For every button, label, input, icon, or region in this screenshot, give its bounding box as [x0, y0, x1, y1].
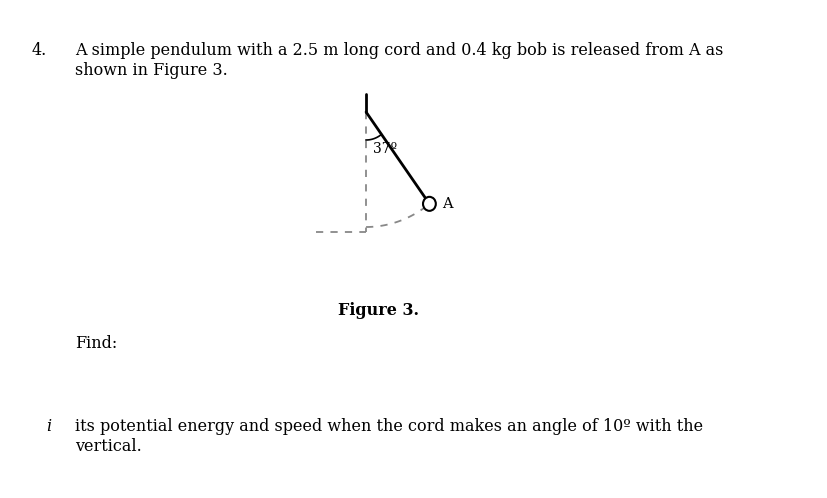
Circle shape: [423, 197, 435, 211]
Text: Find:: Find:: [75, 335, 117, 352]
Text: its potential energy and speed when the cord makes an angle of 10º with the
vert: its potential energy and speed when the …: [75, 418, 702, 455]
Text: A simple pendulum with a 2.5 m long cord and 0.4 kg bob is released from A as
sh: A simple pendulum with a 2.5 m long cord…: [75, 42, 723, 79]
Text: 37º: 37º: [373, 142, 397, 156]
Text: 4.: 4.: [32, 42, 47, 59]
Text: A: A: [442, 197, 452, 211]
Text: i: i: [45, 418, 50, 435]
Text: Figure 3.: Figure 3.: [338, 302, 419, 319]
